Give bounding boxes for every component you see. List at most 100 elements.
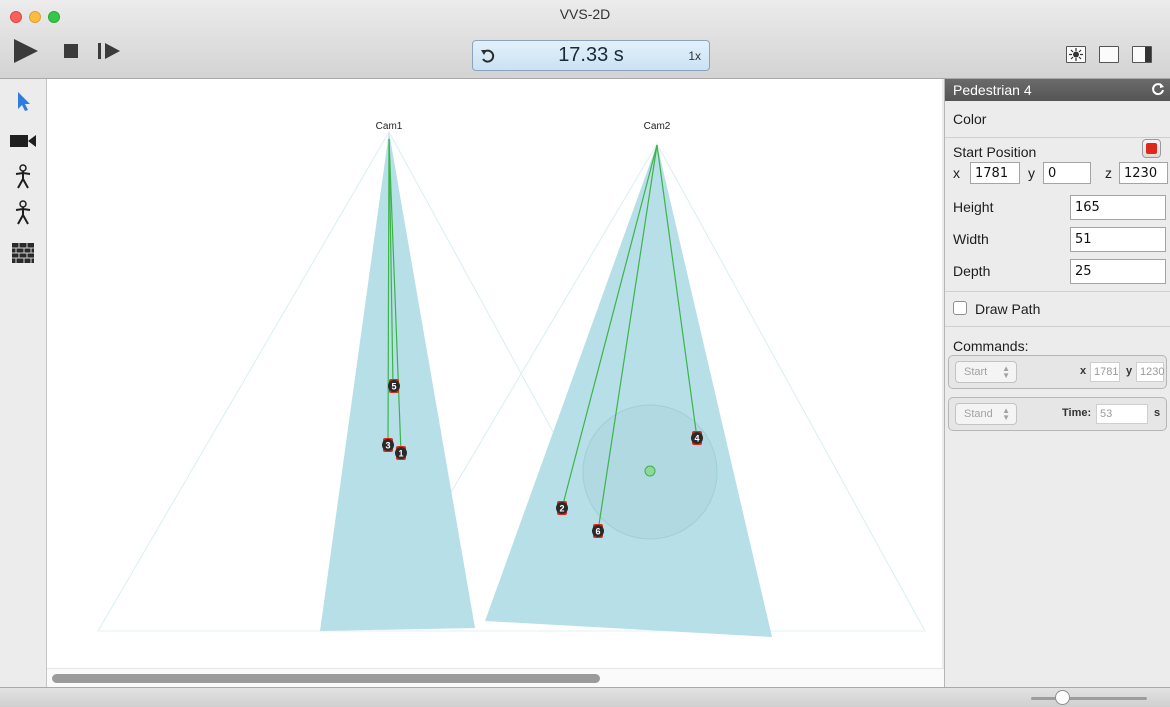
status-bar	[0, 687, 1170, 707]
pedestrian-6[interactable]: 6	[592, 524, 604, 538]
pedestrian-3[interactable]: 3	[382, 438, 394, 452]
command-type-select[interactable]: Start ▲ ▼	[955, 361, 1017, 383]
stop-button[interactable]	[58, 38, 84, 64]
stepper-arrows-icon: ▲ ▼	[1002, 364, 1010, 380]
camera-label-cam1: Cam1	[376, 121, 403, 132]
divider	[945, 137, 1170, 138]
selection-center[interactable]	[644, 465, 656, 477]
command-row-stand: Stand ▲ ▼ Time: 53 s	[948, 397, 1167, 431]
height-label: Height	[953, 199, 994, 215]
horizontal-scrollbar[interactable]	[47, 668, 972, 688]
pedestrian-5-id: 5	[391, 382, 396, 392]
ray-cam1-ped3	[387, 138, 390, 446]
command-y-label: y	[1126, 365, 1133, 377]
horizontal-scroll-thumb[interactable]	[52, 674, 600, 683]
pedestrian-1[interactable]: 1	[395, 446, 407, 460]
sidebar-right-icon	[1145, 47, 1151, 62]
step-forward-button[interactable]	[93, 38, 125, 64]
ray-cam2-ped4	[656, 144, 698, 439]
zoom-slider-knob[interactable]	[1055, 690, 1071, 705]
sun-icon	[1069, 48, 1083, 61]
command-time-input[interactable]: 53	[1096, 404, 1148, 424]
ray-cam2-ped6	[597, 144, 658, 532]
pedestrian-4[interactable]: 4	[691, 431, 703, 445]
view-toggle-inspector[interactable]	[1132, 46, 1152, 63]
scene-svg[interactable]: Cam1 Cam2 5 3 1 4	[47, 79, 972, 668]
ray-cam1-ped1	[388, 138, 402, 454]
pedestrian-4-id: 4	[694, 434, 699, 444]
pedestrian-icon	[15, 164, 31, 189]
stepper-arrows-icon: ▲ ▼	[1002, 406, 1010, 422]
start-z-input[interactable]	[1119, 162, 1168, 184]
pedestrian-3-id: 3	[385, 441, 390, 451]
titlebar: VVS-2D 17.33 s 1x	[0, 0, 1170, 79]
play-button[interactable]	[8, 38, 44, 64]
divider	[945, 291, 1170, 292]
select-arrow-icon	[18, 92, 30, 111]
reset-time-icon	[481, 49, 495, 63]
minimize-window-button[interactable]	[29, 11, 41, 23]
close-window-button[interactable]	[10, 11, 22, 23]
command-y-input[interactable]: 1230	[1136, 362, 1164, 382]
pedestrian-tool[interactable]	[8, 163, 38, 191]
depth-input[interactable]	[1070, 259, 1166, 284]
start-y-input[interactable]	[1043, 162, 1091, 184]
pedestrian-6-id: 6	[595, 527, 600, 537]
color-well[interactable]	[1142, 139, 1161, 158]
camera-tool[interactable]	[8, 127, 38, 155]
select-tool[interactable]	[8, 87, 38, 115]
command-type-select[interactable]: Stand ▲ ▼	[955, 403, 1017, 425]
command-row-start: Start ▲ ▼ x 1781 y 1230	[948, 355, 1167, 389]
width-input[interactable]	[1070, 227, 1166, 252]
command-type-value: Stand	[964, 408, 993, 420]
window-title: VVS-2D	[559, 6, 611, 22]
step-forward-icon	[98, 43, 120, 59]
pedestrian-icon	[15, 200, 31, 225]
start-y-label: y	[1028, 165, 1035, 181]
ray-cam2-ped2	[561, 144, 658, 509]
command-time-unit: s	[1154, 407, 1161, 419]
pedestrian-2[interactable]: 2	[556, 501, 568, 515]
speed-multiplier[interactable]: 1x	[688, 49, 701, 63]
tool-strip	[0, 79, 47, 687]
simulation-canvas[interactable]: Cam1 Cam2 5 3 1 4	[47, 79, 989, 688]
start-x-input[interactable]	[970, 162, 1020, 184]
commands-label: Commands:	[953, 338, 1029, 354]
pedestrian-2-id: 2	[559, 504, 564, 514]
ray-cam1-ped5	[388, 138, 394, 387]
view-toggle-overview[interactable]	[1066, 46, 1086, 63]
wall-tool[interactable]	[8, 239, 38, 267]
command-time-label: Time:	[1062, 407, 1092, 419]
start-z-label: z	[1105, 165, 1112, 181]
reset-time-button[interactable]	[479, 47, 497, 65]
width-label: Width	[953, 231, 989, 247]
draw-path-label[interactable]: Draw Path	[975, 301, 1041, 317]
zoom-slider-track[interactable]	[1031, 697, 1147, 700]
divider	[945, 326, 1170, 327]
wall-icon	[12, 243, 34, 263]
time-display: 17.33 s 1x	[472, 40, 710, 71]
pedestrian-5[interactable]: 5	[388, 379, 400, 393]
camera-label-cam2: Cam2	[644, 121, 671, 132]
pedestrian-1-id: 1	[398, 449, 403, 459]
start-x-label: x	[953, 165, 960, 181]
cam2-field-of-view	[485, 144, 772, 637]
height-input[interactable]	[1070, 195, 1166, 220]
stop-icon	[64, 44, 78, 58]
command-type-value: Start	[964, 366, 988, 378]
refresh-icon[interactable]	[1151, 82, 1165, 96]
time-value: 17.33 s	[558, 44, 624, 66]
depth-label: Depth	[953, 263, 991, 279]
color-swatch	[1146, 143, 1157, 154]
zoom-window-button[interactable]	[48, 11, 60, 23]
camera-icon	[10, 135, 36, 147]
command-x-label: x	[1080, 365, 1087, 377]
pedestrian-tool-2[interactable]	[8, 199, 38, 227]
inspector-title: Pedestrian 4	[953, 82, 1032, 98]
draw-path-checkbox[interactable]	[953, 301, 967, 315]
color-label: Color	[953, 111, 987, 127]
inspector-header: Pedestrian 4	[945, 79, 1170, 101]
inspector-panel: Pedestrian 4 Color Start Position x y z …	[944, 79, 1170, 687]
command-x-input[interactable]: 1781	[1090, 362, 1120, 382]
view-toggle-canvas[interactable]	[1099, 46, 1119, 63]
